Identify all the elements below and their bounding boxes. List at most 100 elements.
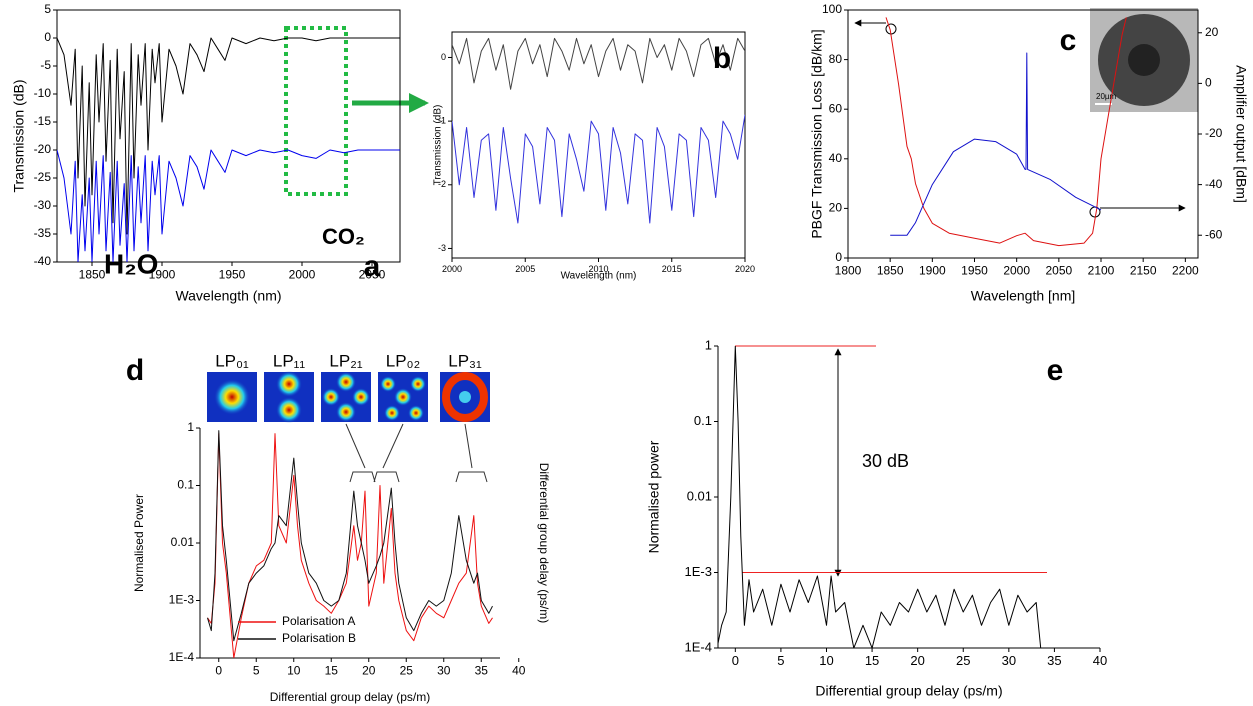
x-tick-label: 25 — [400, 663, 414, 677]
mode-lobe — [352, 388, 370, 406]
y-tick-label: 1E-3 — [169, 593, 195, 607]
co2-box — [284, 26, 348, 196]
x-tick-label: 2050 — [1045, 263, 1072, 277]
y-tick-label: -35 — [34, 226, 52, 240]
y-tick-label: 0.01 — [171, 535, 195, 549]
annotation: CO₂ — [322, 224, 365, 249]
x-tick-label: 1900 — [919, 263, 946, 277]
series-line — [207, 430, 493, 642]
y-tick-label: -30 — [34, 198, 52, 212]
fiber-core — [1128, 44, 1160, 76]
mode-brackets — [345, 423, 488, 483]
x-tick-label: 40 — [1093, 653, 1107, 668]
y-axis-label: Transmission (dB) — [433, 105, 444, 186]
y-axis-label: Normalised power — [646, 440, 662, 553]
y-tick-label: 0.1 — [694, 413, 712, 428]
panel: 0 5 10 15 20 25 30 35 40 1E-4 1E-3 0.01 0.1 1 Differen… — [646, 337, 1108, 698]
x-tick-label: 2010 — [588, 264, 608, 274]
annotation: H₂O — [104, 248, 158, 279]
x-tick-label: 2000 — [442, 264, 462, 274]
series-line — [452, 37, 745, 90]
mode-lobe — [384, 405, 400, 421]
panel-letter: d — [126, 354, 144, 387]
annotation: LP₂₁ — [329, 351, 362, 370]
series-line — [57, 149, 400, 262]
y-tick-label: 80 — [829, 52, 843, 66]
mode-lobe — [394, 388, 412, 406]
y2-tick-label: 0 — [1205, 76, 1212, 90]
mode-lobe — [459, 391, 471, 403]
y-tick-label: -20 — [34, 142, 52, 156]
y-tick-label: 0 — [835, 250, 842, 264]
x-axis-label: Wavelength (nm) — [175, 288, 281, 304]
y2-tick-label: 20 — [1205, 25, 1219, 39]
x-tick-label: 10 — [287, 663, 301, 677]
x-tick-label: 0 — [215, 663, 222, 677]
y-tick-label: -25 — [34, 170, 52, 184]
x-tick-label: 1950 — [961, 263, 988, 277]
y2-axis-label: Amplifier output [dBm] — [1233, 65, 1249, 203]
y-tick-label: 40 — [829, 151, 843, 165]
y2-tick-label: -60 — [1205, 227, 1223, 241]
panel-letter: b — [713, 42, 731, 75]
y-tick-label: 20 — [829, 201, 843, 215]
x-tick-label: 0 — [732, 653, 739, 668]
bracket-leader — [345, 423, 473, 469]
x-tick-label: 2000 — [289, 267, 316, 281]
mode-lobe — [336, 372, 356, 392]
mode-ring — [442, 372, 488, 422]
y-tick-label: 1E-4 — [169, 650, 195, 664]
annotation: 30 dB — [862, 451, 909, 471]
legend-label: Polarisation B — [282, 631, 356, 645]
y-axis-label: Normalised Power — [132, 494, 146, 592]
x-tick-label: 1950 — [219, 267, 246, 281]
y-tick-label: -1 — [438, 116, 446, 126]
x-tick-label: 2005 — [515, 264, 535, 274]
x-tick-label: 2150 — [1130, 263, 1157, 277]
series-line — [718, 346, 1042, 648]
y-tick-label: -40 — [34, 254, 52, 268]
x-tick-label: 1800 — [835, 263, 862, 277]
y-tick-label: 60 — [829, 101, 843, 115]
y-tick-label: -15 — [34, 114, 52, 128]
x-tick-label: 5 — [253, 663, 260, 677]
x-tick-label: 1850 — [79, 267, 106, 281]
x-tick-label: 20 — [362, 663, 376, 677]
y-tick-label: -2 — [438, 179, 446, 189]
x-tick-label: 2020 — [735, 264, 755, 274]
mode-lobe — [322, 388, 340, 406]
mode-lobe — [336, 402, 356, 422]
y-tick-label: 1 — [705, 337, 712, 352]
y-tick-label: 1E-4 — [685, 639, 712, 654]
y-tick-label: 1 — [187, 420, 194, 434]
annotation: LP₀₂ — [386, 351, 420, 370]
panel: 2000 2005 2010 2015 2020 -3 -2 -1 0 Wavelength (n… — [433, 31, 755, 282]
annotation: LP₃₁ — [448, 351, 482, 370]
x-tick-label: 1850 — [877, 263, 904, 277]
y-tick-label: -3 — [438, 243, 446, 253]
y-tick-label: -5 — [40, 58, 51, 72]
plot-frame — [56, 9, 401, 263]
series-line — [890, 52, 1102, 236]
legend-label: Polarisation A — [282, 614, 355, 628]
mode-images — [207, 371, 490, 423]
y-tick-label: -10 — [34, 86, 52, 100]
bracket — [349, 471, 488, 483]
panel-letter: e — [1047, 354, 1064, 387]
mode-lobe — [408, 405, 424, 421]
x-tick-label: 2100 — [1088, 263, 1115, 277]
x-tick-label: 2015 — [662, 264, 682, 274]
y-tick-label: 1E-3 — [685, 564, 712, 579]
y-axis-label: Transmission (dB) — [11, 79, 27, 192]
x-tick-label: 30 — [437, 663, 451, 677]
y-tick-label: 0 — [441, 52, 446, 62]
mode-lobe — [276, 371, 302, 397]
x-axis-label: Wavelength [nm] — [971, 288, 1076, 304]
x-tick-label: 2050 — [359, 267, 386, 281]
series-line — [452, 114, 745, 224]
x-tick-label: 15 — [325, 663, 339, 677]
x-tick-label: 25 — [956, 653, 970, 668]
series-line — [885, 17, 1127, 247]
annotation: 20µm — [1096, 92, 1117, 101]
